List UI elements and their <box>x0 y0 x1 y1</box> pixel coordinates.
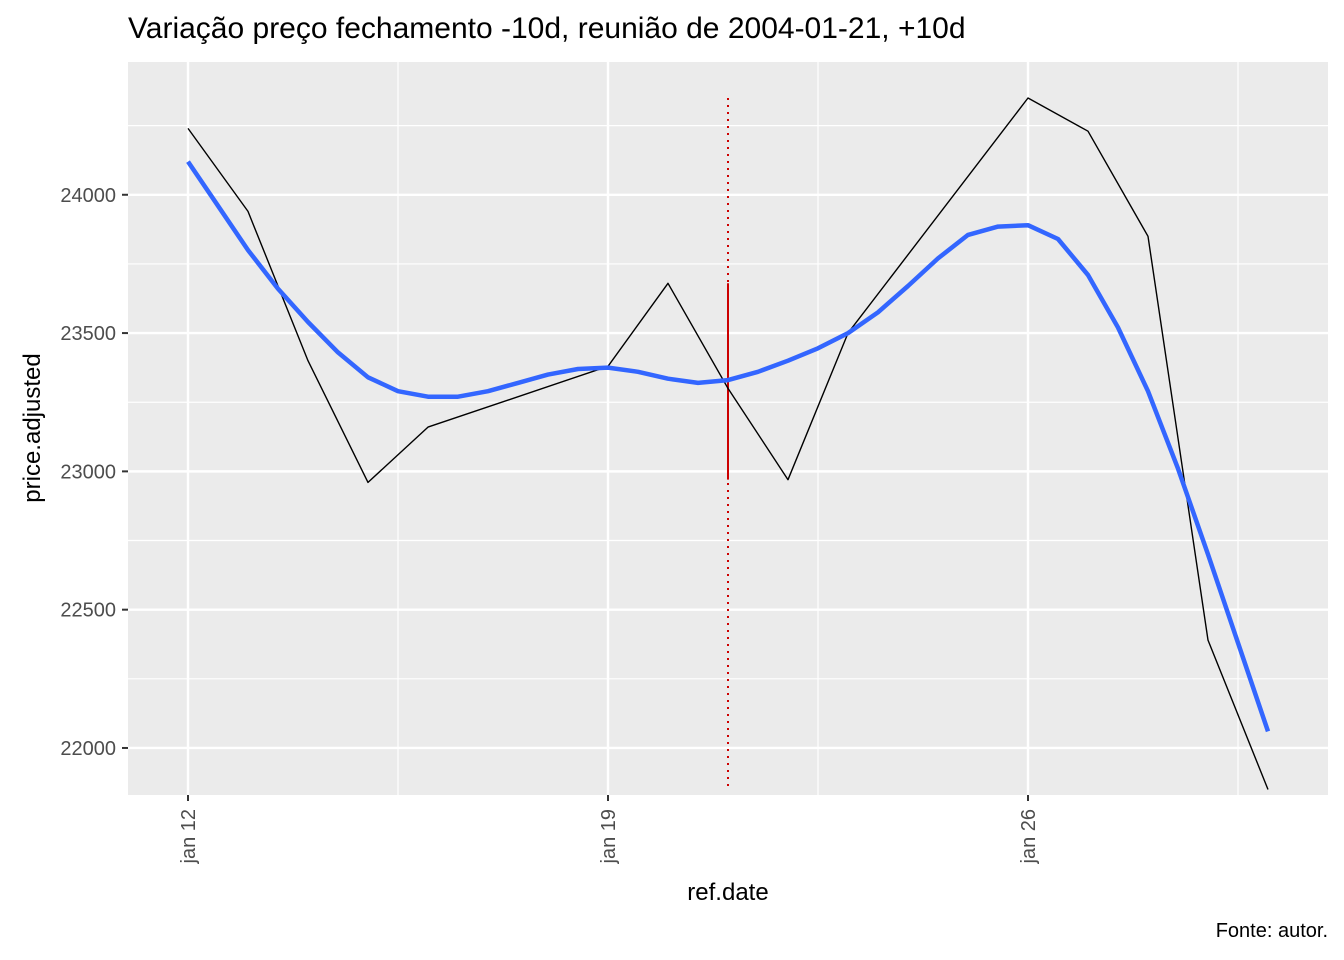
price-line <box>187 97 1269 790</box>
x-tick-label: jan 26 <box>1018 809 1040 865</box>
axes: 22000 22500 23000 23500 24000 jan 12 jan 19 jan… <box>60 185 1040 865</box>
source-caption: Fonte: autor. <box>1215 920 1328 942</box>
x-axis-label: ref.date <box>687 879 768 906</box>
y-tick-label: 23500 <box>60 323 116 345</box>
chart-title: Variação preço fechamento -10d, reunião … <box>128 12 966 45</box>
y-tick-label: 23000 <box>60 461 116 483</box>
x-tick-label: jan 19 <box>598 809 620 865</box>
x-tick-label: jan 12 <box>178 809 200 865</box>
y-tick-label: 24000 <box>60 185 116 207</box>
y-axis-label: price.adjusted <box>19 353 46 502</box>
series-lines <box>186 97 1271 790</box>
y-tick-label: 22000 <box>60 738 116 760</box>
smooth-trend-line <box>186 160 1271 733</box>
y-tick-label: 22500 <box>60 600 116 622</box>
